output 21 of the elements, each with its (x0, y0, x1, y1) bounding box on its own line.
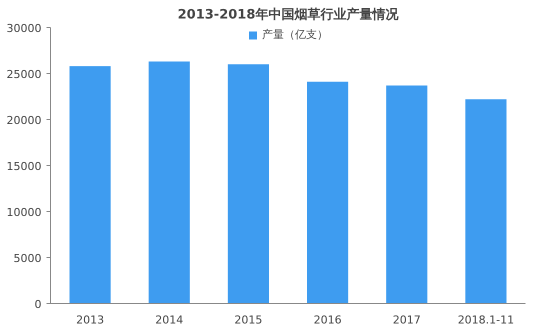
y-tick-label: 25000 (6, 68, 42, 81)
x-tick-label: 2017 (392, 314, 421, 326)
bar (70, 66, 111, 304)
x-tick-label: 2018.1-11 (458, 314, 514, 326)
bar (228, 64, 269, 304)
y-tick-label: 5000 (14, 252, 42, 265)
legend-label: 产量（亿支） (262, 27, 328, 42)
bar (148, 62, 190, 304)
x-tick-label: 2013 (76, 314, 104, 326)
x-tick-label: 2015 (234, 314, 262, 326)
y-tick-label: 10000 (6, 206, 42, 219)
y-tick-label: 0 (34, 298, 42, 311)
chart-title: 2013-2018年中国烟草行业产量情况 (178, 6, 400, 22)
y-tick-label: 30000 (6, 22, 42, 35)
x-tick-label: 2016 (314, 314, 342, 326)
x-tick-label: 2014 (155, 314, 184, 326)
bar (465, 99, 506, 304)
y-tick-label: 15000 (6, 160, 42, 173)
y-tick-label: 20000 (6, 114, 42, 127)
bar (307, 82, 348, 304)
bar (386, 85, 428, 304)
